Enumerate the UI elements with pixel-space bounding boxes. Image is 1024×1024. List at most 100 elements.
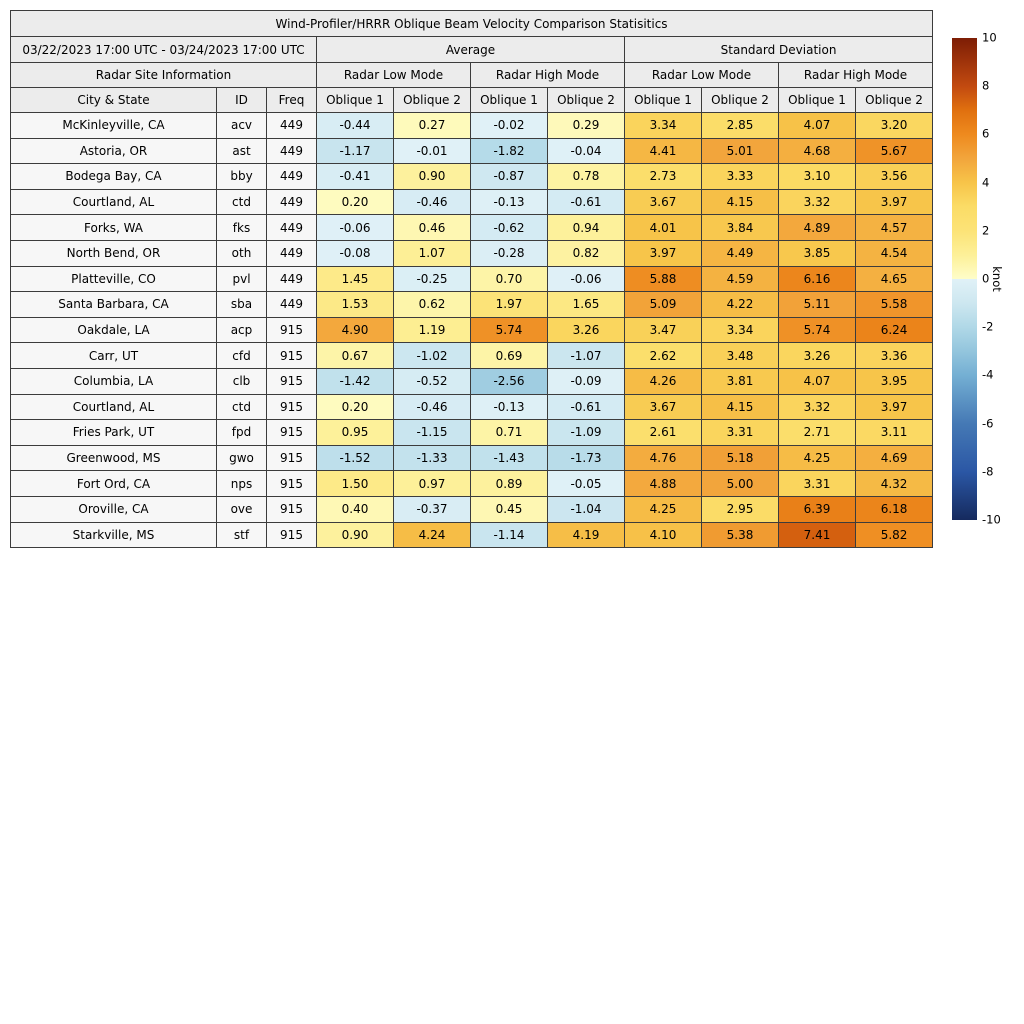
colorbar-tick-label: -10 bbox=[982, 512, 1001, 527]
table-row: Courtland, AL ctd 449 0.20 -0.46 -0.13 -0.61 3.… bbox=[10, 188, 934, 216]
column-header-cell: Oblique 2 bbox=[854, 87, 934, 113]
colorbar-tick-label: -8 bbox=[982, 464, 994, 479]
mode-header-cell: Radar High Mode bbox=[777, 62, 934, 88]
mode-header-cell: Radar High Mode bbox=[470, 62, 625, 88]
value-cell: 4.25 bbox=[778, 444, 856, 472]
city-cell: Columbia, LA bbox=[10, 367, 217, 395]
value-cell: 2.85 bbox=[701, 112, 779, 139]
value-cell: 3.67 bbox=[624, 188, 702, 216]
value-cell: 0.94 bbox=[547, 214, 625, 241]
value-cell: 3.67 bbox=[624, 393, 702, 421]
value-cell: 5.74 bbox=[470, 316, 548, 344]
site-id-cell: oth bbox=[216, 239, 267, 267]
value-cell: 4.32 bbox=[854, 470, 934, 497]
value-cell: 4.07 bbox=[778, 112, 856, 139]
colorbar-tick-label: -6 bbox=[982, 415, 994, 430]
colorbar-tick-label: 6 bbox=[982, 126, 990, 141]
average-header-cell: Average bbox=[316, 36, 625, 63]
value-cell: 0.40 bbox=[316, 495, 394, 523]
colorbar-tick-label: 8 bbox=[982, 78, 990, 93]
table-row: Columbia, LA clb 915 -1.42 -0.52 -2.56 -0.09 4.… bbox=[10, 367, 934, 395]
value-cell: 5.82 bbox=[854, 521, 934, 549]
freq-cell: 915 bbox=[266, 316, 317, 344]
value-cell: 5.00 bbox=[701, 470, 779, 497]
value-cell: 2.95 bbox=[701, 495, 779, 523]
value-cell: -1.07 bbox=[547, 342, 625, 369]
mode-header-cell: Radar Low Mode bbox=[624, 62, 779, 88]
value-cell: 0.62 bbox=[393, 291, 471, 318]
column-header-cell: ID bbox=[216, 87, 267, 113]
value-cell: -0.05 bbox=[547, 470, 625, 497]
value-cell: 5.01 bbox=[701, 137, 779, 165]
colorbar-tick-label: -2 bbox=[982, 319, 994, 334]
value-cell: 3.32 bbox=[778, 393, 856, 421]
freq-cell: 449 bbox=[266, 291, 317, 318]
value-cell: 5.38 bbox=[701, 521, 779, 549]
value-cell: -0.61 bbox=[547, 393, 625, 421]
value-cell: 5.58 bbox=[854, 291, 934, 318]
value-cell: 3.34 bbox=[624, 112, 702, 139]
freq-cell: 915 bbox=[266, 470, 317, 497]
value-cell: 3.33 bbox=[701, 163, 779, 190]
value-cell: -0.25 bbox=[393, 265, 471, 293]
table-row: Oakdale, LA acp 915 4.90 1.19 5.74 3.26 3.47 3.3… bbox=[10, 316, 934, 344]
city-cell: Platteville, CO bbox=[10, 265, 217, 293]
value-cell: 0.89 bbox=[470, 470, 548, 497]
table-row: Oroville, CA ove 915 0.40 -0.37 0.45 -1.04 4.25… bbox=[10, 495, 934, 523]
value-cell: -0.28 bbox=[470, 239, 548, 267]
freq-cell: 915 bbox=[266, 342, 317, 369]
mode-header-cell: Radar Low Mode bbox=[316, 62, 471, 88]
site-id-cell: ast bbox=[216, 137, 267, 165]
column-header-cell: Freq bbox=[266, 87, 317, 113]
value-cell: 4.22 bbox=[701, 291, 779, 318]
value-cell: 4.15 bbox=[701, 188, 779, 216]
city-cell: Fort Ord, CA bbox=[10, 470, 217, 497]
mode-header-row: Radar Site Information Radar Low Mode Ra… bbox=[10, 62, 934, 88]
column-header-cell: Oblique 1 bbox=[624, 87, 702, 113]
value-cell: 2.62 bbox=[624, 342, 702, 369]
city-cell: McKinleyville, CA bbox=[10, 112, 217, 139]
freq-cell: 449 bbox=[266, 163, 317, 190]
value-cell: 3.97 bbox=[854, 393, 934, 421]
value-cell: 3.20 bbox=[854, 112, 934, 139]
value-cell: 0.71 bbox=[470, 419, 548, 446]
site-id-cell: cfd bbox=[216, 342, 267, 369]
value-cell: 0.90 bbox=[393, 163, 471, 190]
value-cell: 1.65 bbox=[547, 291, 625, 318]
table-row: McKinleyville, CA acv 449 -0.44 0.27 -0.02 0.2… bbox=[10, 112, 934, 139]
value-cell: 4.15 bbox=[701, 393, 779, 421]
value-cell: -1.52 bbox=[316, 444, 394, 472]
value-cell: -0.87 bbox=[470, 163, 548, 190]
table-row: Fort Ord, CA nps 915 1.50 0.97 0.89 -0.05 4.88 5… bbox=[10, 470, 934, 497]
value-cell: 2.73 bbox=[624, 163, 702, 190]
value-cell: -2.56 bbox=[470, 367, 548, 395]
freq-cell: 449 bbox=[266, 265, 317, 293]
table-row: Courtland, AL ctd 915 0.20 -0.46 -0.13 -0.61 3.… bbox=[10, 393, 934, 421]
freq-cell: 915 bbox=[266, 495, 317, 523]
value-cell: 4.57 bbox=[854, 214, 934, 241]
page-title: Wind-Profiler/HRRR Oblique Beam Velocity… bbox=[9, 10, 934, 37]
freq-cell: 915 bbox=[266, 444, 317, 472]
city-cell: Astoria, OR bbox=[10, 137, 217, 165]
value-cell: 3.84 bbox=[701, 214, 779, 241]
value-cell: 4.41 bbox=[624, 137, 702, 165]
city-cell: Courtland, AL bbox=[10, 393, 217, 421]
value-cell: 5.09 bbox=[624, 291, 702, 318]
freq-cell: 449 bbox=[266, 137, 317, 165]
value-cell: -0.13 bbox=[470, 393, 548, 421]
value-cell: -0.44 bbox=[316, 112, 394, 139]
value-cell: 3.31 bbox=[701, 419, 779, 446]
value-cell: 6.18 bbox=[854, 495, 934, 523]
value-cell: -0.41 bbox=[316, 163, 394, 190]
value-cell: -0.04 bbox=[547, 137, 625, 165]
value-cell: 3.36 bbox=[854, 342, 934, 369]
site-id-cell: stf bbox=[216, 521, 267, 549]
value-cell: -0.52 bbox=[393, 367, 471, 395]
value-cell: 3.97 bbox=[854, 188, 934, 216]
site-id-cell: ove bbox=[216, 495, 267, 523]
value-cell: 0.46 bbox=[393, 214, 471, 241]
city-cell: Carr, UT bbox=[10, 342, 217, 369]
value-cell: 4.54 bbox=[854, 239, 934, 267]
table-row: Platteville, CO pvl 449 1.45 -0.25 0.70 -0.06 5… bbox=[10, 265, 934, 293]
table-row: Bodega Bay, CA bby 449 -0.41 0.90 -0.87 0.78 2.… bbox=[10, 163, 934, 190]
